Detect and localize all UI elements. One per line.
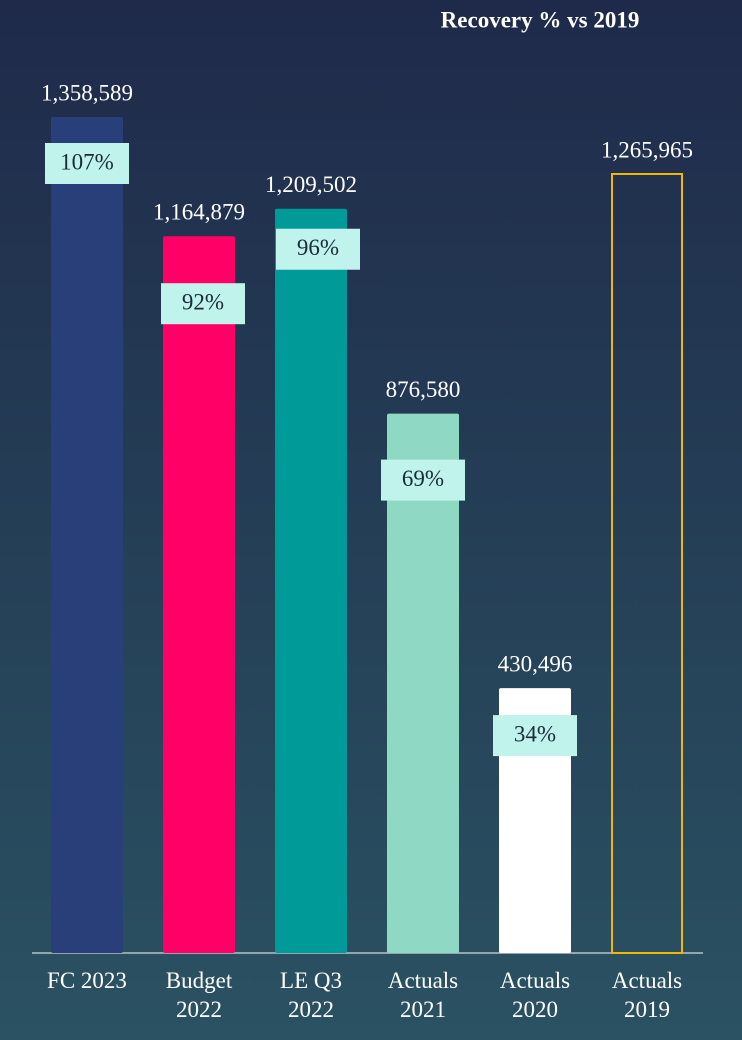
value-label: 1,358,589 <box>41 80 133 105</box>
recovery-box <box>276 228 360 270</box>
bar <box>611 172 683 954</box>
bar <box>51 117 123 953</box>
recovery-box <box>381 459 465 501</box>
chart-title: Recovery % vs 2019 <box>441 7 640 32</box>
recovery-label: 34% <box>514 721 556 746</box>
recovery-box <box>45 143 129 184</box>
value-label: 1,164,879 <box>153 199 245 224</box>
recovery-box <box>161 283 245 325</box>
x-tick-label: Actuals 2021 <box>387 968 459 1022</box>
bar <box>275 208 347 953</box>
recovery-label: 96% <box>297 235 339 260</box>
value-label: 876,580 <box>386 377 461 402</box>
bar <box>163 236 235 953</box>
recovery-box <box>493 715 577 757</box>
value-label: 430,496 <box>498 651 573 676</box>
x-tick-label: Budget 2022 <box>165 968 233 1022</box>
x-tick-label: Actuals 2020 <box>499 968 571 1022</box>
x-tick-label: FC 2023 <box>47 968 127 993</box>
x-tick-label: Actuals 2019 <box>611 968 683 1022</box>
recovery-label: 69% <box>402 466 444 491</box>
x-tick-label: LE Q3 2022 <box>280 968 342 1022</box>
value-label: 1,209,502 <box>265 172 357 197</box>
value-label: 1,265,965 <box>601 137 693 162</box>
recovery-label: 107% <box>60 149 114 174</box>
bar <box>387 413 459 953</box>
recovery-label: 92% <box>182 289 224 314</box>
